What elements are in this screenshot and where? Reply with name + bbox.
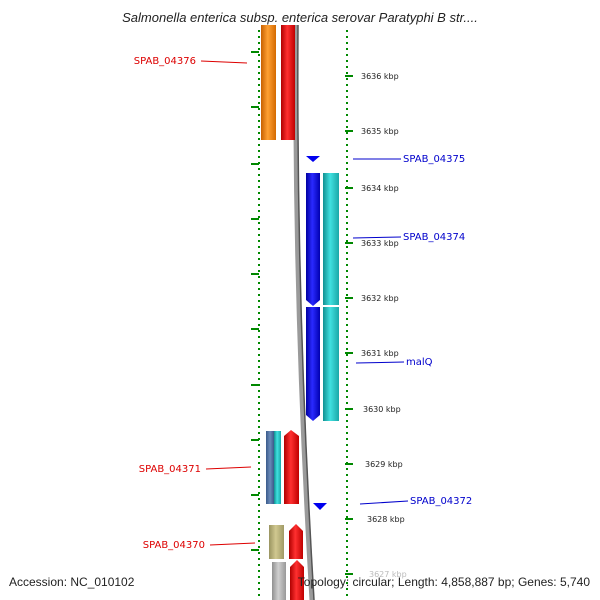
scale-label: 3633 kbp <box>361 239 399 248</box>
gene-tan[interactable] <box>269 525 284 559</box>
scale-label: 3627 kbp <box>369 570 407 579</box>
gene-cyan-lower[interactable] <box>323 307 339 421</box>
gene-spab04375[interactable] <box>306 156 320 162</box>
label-spab04375[interactable]: SPAB_04375 <box>403 154 465 165</box>
scale-label: 3634 kbp <box>361 184 399 193</box>
label-spab04374[interactable]: SPAB_04374 <box>403 232 465 243</box>
label-spab04371[interactable]: SPAB_04371 <box>139 464 201 475</box>
leader-lines <box>200 60 409 546</box>
label-spab04376[interactable]: SPAB_04376 <box>134 56 196 67</box>
genome-title: Salmonella enterica subsp. enterica sero… <box>122 10 478 25</box>
scale-label: 3628 kbp <box>367 515 405 524</box>
gene-red-04370[interactable] <box>289 524 303 559</box>
gene-blue-lower[interactable] <box>306 307 320 421</box>
gene-orange-spab04376[interactable] <box>261 25 276 140</box>
scale-labels: 3636 kbp 3635 kbp 3634 kbp 3633 kbp 3632… <box>361 72 407 579</box>
gene-red-top[interactable] <box>281 25 295 140</box>
label-malq[interactable]: malQ <box>406 357 433 368</box>
gene-red-bottom[interactable] <box>290 560 304 600</box>
gene-gray-bottom[interactable] <box>272 562 286 600</box>
gene-cyan-small[interactable] <box>274 431 281 504</box>
scale-label: 3636 kbp <box>361 72 399 81</box>
scale-label: 3630 kbp <box>363 405 401 414</box>
topology-text: Topology: circular; Length: 4,858,887 bp… <box>297 575 590 589</box>
scale-label: 3629 kbp <box>365 460 403 469</box>
label-spab04370[interactable]: SPAB_04370 <box>143 540 205 551</box>
genome-backbone <box>293 24 315 600</box>
gene-blue-upper[interactable] <box>306 173 320 306</box>
scale-label: 3631 kbp <box>361 349 399 358</box>
gene-red-04371[interactable] <box>284 430 299 504</box>
scale-label: 3632 kbp <box>361 294 399 303</box>
gene-spab04372[interactable] <box>313 503 327 510</box>
label-spab04372[interactable]: SPAB_04372 <box>410 496 472 507</box>
genome-backbone-shadow <box>297 24 315 600</box>
gene-cyan-upper[interactable] <box>323 173 339 305</box>
scale-ticks <box>251 51 353 575</box>
scale-label: 3635 kbp <box>361 127 399 136</box>
accession-text: Accession: NC_010102 <box>9 575 135 589</box>
gene-steel[interactable] <box>266 431 274 504</box>
